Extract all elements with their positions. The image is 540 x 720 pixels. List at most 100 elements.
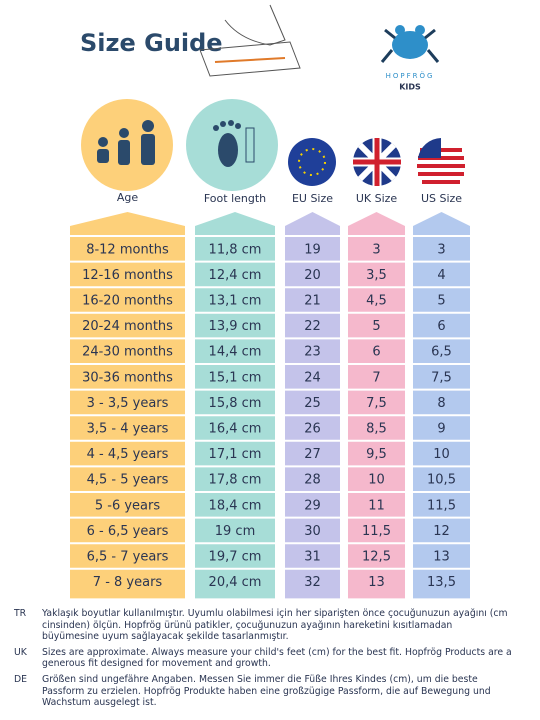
cell: 3,5 - 4 years xyxy=(87,422,169,437)
cell: 10 xyxy=(433,447,450,462)
cell: 12 xyxy=(433,524,450,539)
cell: 19,7 cm xyxy=(209,550,262,565)
uk-flag xyxy=(353,138,401,186)
cell: 7 - 8 years xyxy=(93,575,163,590)
table: Age 8-12 months 12-16 months 16-20 months 20… xyxy=(70,191,470,599)
cell: 17,1 cm xyxy=(209,447,262,462)
brand-sub: KIDS xyxy=(399,83,421,92)
cell: 5 xyxy=(437,294,445,309)
note-code: DE xyxy=(14,673,28,685)
cell: 7,5 xyxy=(431,370,452,385)
family-icon xyxy=(97,120,155,165)
brand: HOPFRÖG xyxy=(386,71,435,80)
cell: 26 xyxy=(304,422,321,437)
cell: 6,5 - 7 years xyxy=(87,550,169,565)
column-bg xyxy=(348,212,405,599)
cell: 5 xyxy=(372,319,380,334)
cell: 30 xyxy=(304,524,321,539)
cell: 6 xyxy=(437,319,445,334)
cell: 6,5 xyxy=(431,345,452,360)
eu-flag xyxy=(288,138,336,186)
cell: 11 xyxy=(368,498,385,513)
cell: 16-20 months xyxy=(82,294,173,309)
cell: 5 -6 years xyxy=(95,498,161,513)
column-header: Age xyxy=(117,191,139,204)
cell: 3 xyxy=(437,242,445,257)
frog-logo xyxy=(380,25,440,63)
cell: 16,4 cm xyxy=(209,422,262,437)
cell: 28 xyxy=(304,473,321,488)
cell: 9 xyxy=(437,422,445,437)
us-flag xyxy=(417,138,465,186)
cell: 3 - 3,5 years xyxy=(87,396,169,411)
cell: 10,5 xyxy=(427,473,456,488)
column-header: UK Size xyxy=(356,192,398,205)
column-bg xyxy=(285,212,340,599)
notes: TR Yaklaşık boyutlar kullanılmıştır. Uyum… xyxy=(0,608,540,713)
note-code: UK xyxy=(14,646,27,658)
cell: 7,5 xyxy=(366,396,387,411)
cell: 24 xyxy=(304,370,321,385)
note: UK Sizes are approximate. Always measure … xyxy=(0,647,540,670)
cell: 6 xyxy=(372,345,380,360)
cell: 6 - 6,5 years xyxy=(87,524,169,539)
note-text: Größen sind ungefähre Angaben. Messen Si… xyxy=(42,673,491,709)
cell: 13,5 xyxy=(427,575,456,590)
cell: 11,8 cm xyxy=(209,242,262,257)
note-text: Yaklaşık boyutlar kullanılmıştır. Uyumlu… xyxy=(42,608,508,643)
cell: 25 xyxy=(304,396,321,411)
column-header: US Size xyxy=(421,192,462,205)
cell: 17,8 cm xyxy=(209,473,262,488)
cell: 3,5 xyxy=(366,268,387,283)
cell: 18,4 cm xyxy=(209,498,262,513)
cell: 8,5 xyxy=(366,422,387,437)
column-bg xyxy=(195,212,275,599)
cell: 15,1 cm xyxy=(209,370,262,385)
cell: 20-24 months xyxy=(82,319,173,334)
cell: 19 xyxy=(304,242,321,257)
cell: 3 xyxy=(372,242,380,257)
cell: 13,9 cm xyxy=(209,319,262,334)
cell: 27 xyxy=(304,447,321,462)
cell: 20,4 cm xyxy=(209,575,262,590)
cell: 8 xyxy=(437,396,445,411)
cell: 20 xyxy=(304,268,321,283)
cell: 10 xyxy=(368,473,385,488)
cell: 31 xyxy=(304,550,321,565)
cell: 22 xyxy=(304,319,321,334)
cell: 12,4 cm xyxy=(209,268,262,283)
cell: 13,1 cm xyxy=(209,294,262,309)
cell: 7 xyxy=(372,370,380,385)
cell: 15,8 cm xyxy=(209,396,262,411)
cell: 4,5 xyxy=(366,294,387,309)
column-bg xyxy=(413,212,470,599)
column-bg xyxy=(70,212,185,599)
cell: 11,5 xyxy=(362,524,391,539)
cell: 8-12 months xyxy=(86,242,169,257)
cell: 32 xyxy=(304,575,321,590)
column-header: Foot length xyxy=(204,192,266,205)
cell: 11,5 xyxy=(427,498,456,513)
foot-icon xyxy=(213,120,255,167)
cell: 19 cm xyxy=(215,524,256,539)
cell: 13 xyxy=(433,550,450,565)
cell: 4,5 - 5 years xyxy=(87,473,169,488)
note-code: TR xyxy=(14,608,27,619)
note-text: Sizes are approximate. Always measure yo… xyxy=(42,646,512,670)
column-header: EU Size xyxy=(292,192,333,205)
cell: 4 xyxy=(437,268,445,283)
note: DE Größen sind ungefähre Angaben. Messen … xyxy=(0,674,540,709)
title: Size Guide xyxy=(80,29,223,57)
cell: 9,5 xyxy=(366,447,387,462)
cell: 14,4 cm xyxy=(209,345,262,360)
cell: 4 - 4,5 years xyxy=(87,447,169,462)
cell: 12,5 xyxy=(362,550,391,565)
drawing-illustration xyxy=(199,4,301,77)
size-chart: Size Guide HOPFRÖG KIDS Age 8-12 months 12… xyxy=(70,4,470,599)
cell: 29 xyxy=(304,498,321,513)
cell: 30-36 months xyxy=(82,370,173,385)
cell: 24-30 months xyxy=(82,345,173,360)
note: TR Yaklaşık boyutlar kullanılmıştır. Uyum… xyxy=(0,608,540,643)
cell: 12-16 months xyxy=(82,268,173,283)
